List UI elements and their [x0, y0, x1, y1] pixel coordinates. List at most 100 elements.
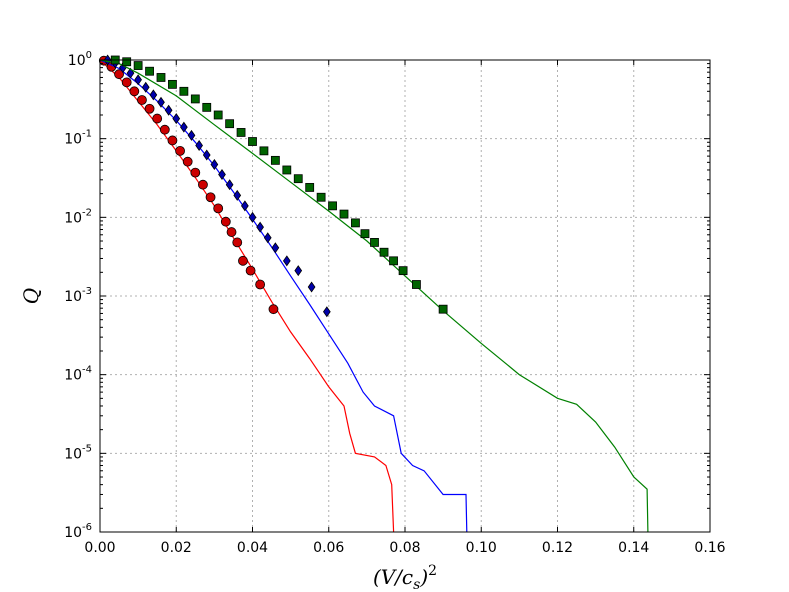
- data-point: [232, 237, 243, 248]
- data-point: [134, 74, 142, 86]
- x-tick-label: 0.02: [161, 540, 192, 556]
- data-point: [168, 79, 177, 89]
- data-point: [156, 73, 166, 82]
- series-group: [98, 54, 649, 533]
- data-point: [370, 238, 379, 247]
- x-tick-label: 0.06: [313, 540, 344, 556]
- data-point: [144, 103, 155, 114]
- data-point: [172, 113, 181, 125]
- grid: [100, 60, 710, 532]
- data-point: [263, 232, 272, 244]
- y-tick-label: 10-5: [64, 443, 92, 462]
- y-tick-label: 10-2: [64, 207, 92, 226]
- data-point: [159, 124, 170, 135]
- data-point: [152, 113, 163, 124]
- data-point: [351, 218, 360, 228]
- data-point: [256, 221, 264, 233]
- data-point: [205, 192, 216, 203]
- data-point: [190, 167, 201, 178]
- data-point: [268, 304, 279, 315]
- axis-labels: 0.00 0.02 0.04 0.06 0.08 0.10 0.12 0.14 0.16 100 1…: [19, 50, 726, 592]
- data-point: [236, 128, 246, 137]
- data-point: [213, 203, 224, 214]
- data-point: [282, 255, 291, 267]
- x-axis-label: (V/cs)2: [373, 563, 437, 592]
- x-tick-label: 0.00: [84, 540, 115, 556]
- x-tick-label: 0.12: [542, 540, 573, 556]
- data-point: [255, 279, 266, 290]
- data-point: [379, 247, 389, 257]
- data-point: [438, 304, 448, 314]
- data-point: [133, 61, 143, 70]
- data-point: [259, 146, 269, 156]
- y-tick-label: 100: [68, 50, 92, 69]
- data-point: [164, 104, 173, 116]
- x-tick-label: 0.14: [618, 540, 649, 556]
- data-point: [248, 137, 257, 146]
- data-point: [293, 174, 303, 184]
- x-tick-label: 0.16: [694, 540, 725, 556]
- x-tick-label: 0.10: [466, 540, 497, 556]
- series-line: [99, 59, 468, 533]
- data-point: [149, 89, 158, 101]
- data-point: [316, 192, 326, 202]
- data-point: [198, 179, 208, 190]
- data-point: [180, 121, 188, 133]
- data-point: [141, 81, 150, 93]
- data-point: [220, 216, 231, 227]
- data-point: [121, 77, 132, 88]
- data-point: [245, 265, 256, 276]
- data-point: [307, 281, 316, 293]
- y-tick-label: 10-3: [64, 286, 92, 305]
- data-point: [182, 156, 193, 167]
- data-point: [187, 129, 196, 141]
- data-point: [129, 86, 140, 97]
- y-tick-label: 10-6: [64, 522, 92, 541]
- data-point: [210, 158, 219, 170]
- data-point: [294, 265, 303, 277]
- data-point: [238, 255, 248, 266]
- data-point: [339, 209, 349, 219]
- data-point: [202, 149, 211, 161]
- data-point: [248, 211, 257, 223]
- data-point: [271, 242, 280, 254]
- data-point: [233, 189, 242, 201]
- data-point: [157, 96, 165, 108]
- data-point: [114, 69, 124, 80]
- data-point: [175, 145, 185, 156]
- data-point: [179, 86, 189, 96]
- data-point: [322, 306, 331, 318]
- data-point: [225, 179, 234, 191]
- data-point: [167, 135, 178, 146]
- data-point: [360, 229, 370, 239]
- y-tick-label: 10-4: [64, 365, 92, 384]
- data-point: [213, 110, 223, 120]
- data-point: [225, 119, 235, 129]
- data-point: [137, 95, 147, 105]
- series-1: [99, 54, 468, 533]
- data-point: [282, 165, 292, 175]
- data-point: [195, 139, 203, 151]
- y-tick-label: 10-1: [64, 129, 92, 148]
- y-axis-label: Q: [19, 288, 43, 304]
- data-point: [412, 280, 421, 289]
- data-point: [145, 66, 154, 76]
- data-point: [328, 201, 337, 211]
- data-point: [241, 200, 249, 212]
- data-point: [389, 256, 398, 266]
- series-0: [98, 55, 395, 533]
- data-point: [226, 227, 237, 237]
- data-point: [270, 155, 280, 165]
- data-point: [398, 266, 408, 276]
- data-point: [190, 94, 200, 104]
- data-point: [305, 183, 315, 192]
- ticks: [99, 59, 711, 533]
- data-point: [202, 102, 212, 112]
- data-point: [218, 169, 226, 181]
- series-line: [99, 59, 649, 533]
- x-tick-label: 0.08: [389, 540, 420, 556]
- data-point: [122, 57, 132, 67]
- x-tick-label: 0.04: [237, 540, 268, 556]
